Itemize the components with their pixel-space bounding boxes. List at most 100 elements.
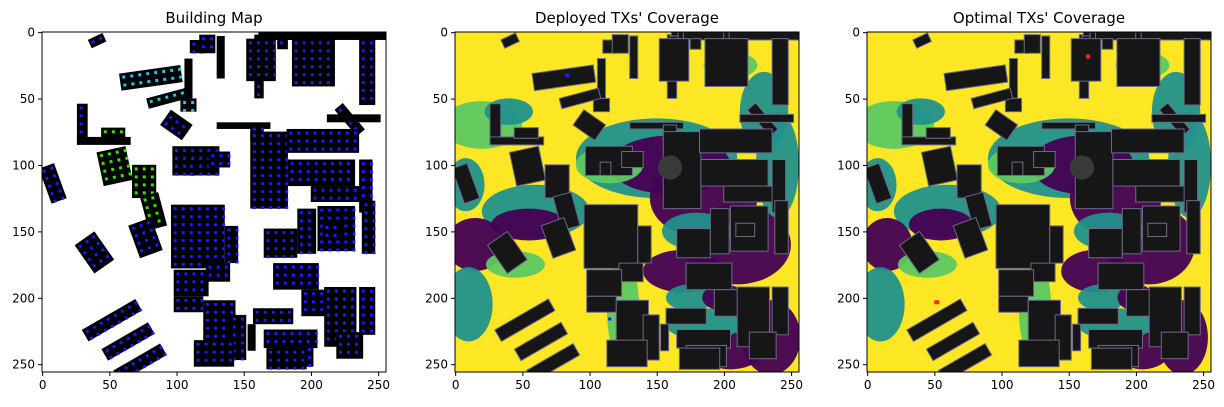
tx-dot (131, 82, 135, 86)
tx-dot (139, 81, 143, 85)
tx-dot (273, 57, 277, 61)
tx-dot (84, 239, 90, 244)
tx-dot (196, 342, 200, 346)
building (995, 204, 1051, 269)
tx-dot (111, 130, 115, 134)
building (544, 164, 570, 199)
tx-dot (347, 342, 351, 346)
tx-dot (110, 167, 115, 172)
tx-dot (336, 216, 340, 220)
tx-dot (205, 302, 209, 306)
tx-dot (124, 316, 129, 321)
tx-dot (369, 305, 373, 309)
tx-dot (98, 259, 103, 264)
tx-dot (199, 172, 203, 176)
tx-dot (82, 250, 88, 255)
y-tick-label: 100 (12, 158, 35, 172)
building (247, 324, 256, 351)
building (540, 216, 577, 259)
tx-dot (338, 178, 342, 182)
tx-dot (352, 240, 356, 244)
tx-dot (212, 342, 216, 346)
round-structure (1069, 155, 1095, 180)
tx-dot (298, 340, 302, 344)
tx-dot (197, 231, 201, 235)
tx-dot (302, 57, 306, 61)
building (700, 159, 769, 187)
building (583, 204, 639, 269)
tx-dot (126, 164, 131, 168)
tx-dot (269, 166, 273, 170)
tx-dot (189, 231, 193, 235)
tx-dot (79, 114, 83, 118)
y-tick-label: 150 (425, 225, 448, 239)
tx-dot (263, 318, 267, 322)
tx-dot (289, 131, 293, 135)
tx-dot (255, 310, 259, 314)
tx-dot (329, 196, 333, 200)
tx-dot (298, 162, 302, 166)
tx-dot (222, 239, 226, 243)
tx-dot (300, 219, 303, 223)
tx-dot (105, 254, 110, 259)
x-tick-label: 250 (367, 378, 390, 392)
tx-dot (232, 357, 236, 361)
tx-dot (119, 340, 124, 345)
tx-dot (274, 255, 278, 259)
tx-dot (131, 361, 136, 366)
tx-dot (176, 306, 180, 310)
tx-dot (94, 252, 99, 257)
x-tick-label: 50 (927, 378, 942, 392)
tx-dot (205, 326, 209, 330)
tx-dot (269, 158, 273, 162)
tx-dot (337, 188, 341, 192)
tx-dot (214, 239, 217, 243)
tx-dot (175, 148, 179, 152)
tx-dot (214, 310, 217, 314)
tx-dot (117, 320, 122, 325)
tx-dot (318, 65, 322, 69)
tx-dot (197, 223, 201, 227)
tx-dot (283, 281, 287, 285)
tx-dot (318, 57, 322, 61)
tx-dot (197, 215, 201, 219)
tx-dot (142, 191, 146, 195)
tx-dot (275, 281, 279, 285)
building (171, 204, 225, 269)
tx-dot (351, 329, 355, 333)
tx-dot (337, 196, 341, 200)
tx-dot (337, 147, 341, 151)
tx-dot (336, 208, 340, 212)
tx-dot (269, 350, 273, 354)
building (359, 38, 376, 106)
tx-dot (168, 115, 173, 120)
tx-dot (314, 170, 318, 174)
building (1041, 35, 1051, 79)
tx-dot (220, 358, 224, 362)
tx-dot (91, 234, 96, 240)
tx-dot (364, 243, 368, 247)
tx-dot (294, 57, 298, 61)
tx-dot (214, 334, 217, 338)
tx-dot (312, 292, 316, 296)
tx-dot (300, 273, 303, 277)
tx-dot (343, 289, 346, 293)
tx-dot (316, 281, 320, 285)
tx-dot (290, 247, 294, 251)
tx-dot (361, 57, 365, 61)
tx-dot (214, 318, 217, 322)
tx-dot (149, 99, 154, 104)
tx-dot (271, 318, 275, 322)
tx-dot (235, 252, 239, 256)
tx-dot (192, 306, 196, 310)
building (709, 208, 730, 255)
tx-dot (207, 172, 211, 176)
tx-dot (306, 170, 310, 174)
tx-dot (353, 139, 357, 143)
tx-dot (211, 162, 215, 166)
tx-dot (170, 126, 175, 131)
tx-dot (252, 182, 256, 186)
tx-dot (146, 72, 150, 76)
tx-dot (219, 162, 223, 166)
tx-dot (273, 41, 277, 45)
